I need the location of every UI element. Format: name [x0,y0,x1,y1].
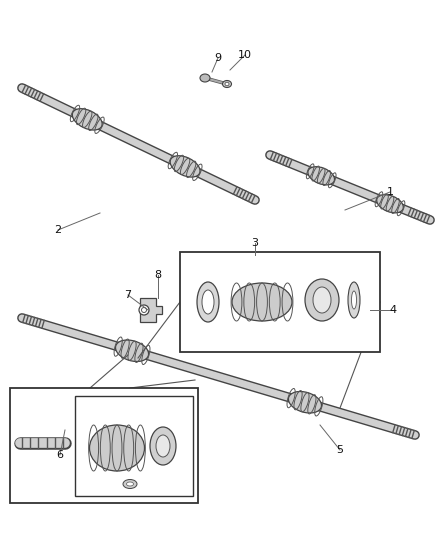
Ellipse shape [223,80,232,87]
Ellipse shape [89,425,145,471]
Text: 10: 10 [238,50,252,60]
Text: 1: 1 [386,187,393,197]
Ellipse shape [150,427,176,465]
Ellipse shape [352,291,357,309]
Text: 9: 9 [215,53,222,63]
Ellipse shape [72,109,102,130]
Ellipse shape [377,195,403,213]
Text: 7: 7 [124,290,131,300]
Ellipse shape [197,282,219,322]
Bar [10,388,198,503]
Ellipse shape [141,308,146,312]
Ellipse shape [170,156,200,177]
Text: 8: 8 [155,270,162,280]
Ellipse shape [288,392,321,413]
Ellipse shape [116,340,148,361]
Ellipse shape [232,283,292,321]
Ellipse shape [123,480,137,489]
Ellipse shape [305,279,339,321]
Text: 6: 6 [57,450,64,460]
Bar [75,396,193,496]
Ellipse shape [139,305,149,315]
Ellipse shape [202,290,214,314]
Text: 2: 2 [54,225,62,235]
Ellipse shape [348,282,360,318]
Bar [180,252,380,352]
Text: 5: 5 [336,445,343,455]
Text: 3: 3 [251,238,258,248]
Ellipse shape [313,287,331,313]
Ellipse shape [156,435,170,457]
Ellipse shape [200,74,210,82]
Polygon shape [140,298,162,322]
Text: 4: 4 [389,305,396,315]
Ellipse shape [127,482,134,486]
Ellipse shape [308,167,335,185]
Ellipse shape [225,82,229,86]
